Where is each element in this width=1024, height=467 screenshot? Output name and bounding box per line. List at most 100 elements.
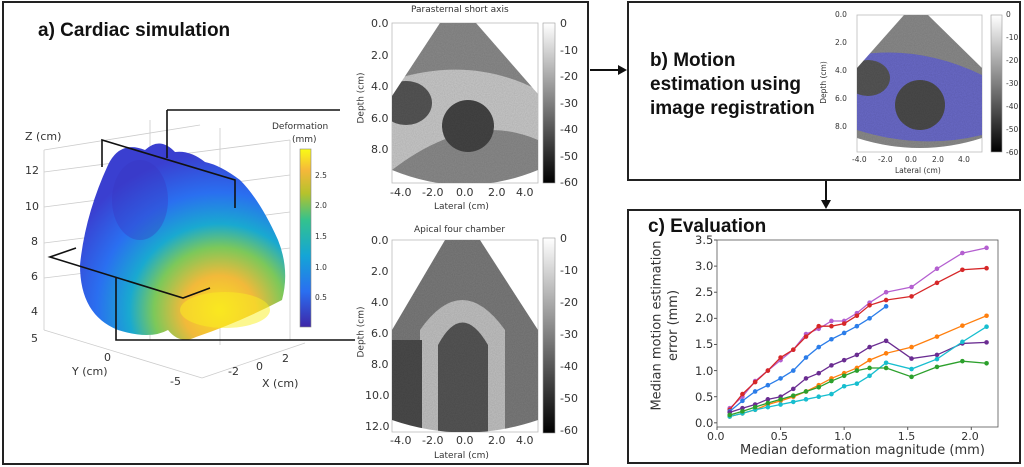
data-point — [740, 391, 745, 397]
data-point — [960, 358, 965, 364]
heart-z-tick: 8 — [31, 235, 38, 248]
view2-x-tick: -2.0 — [422, 434, 444, 447]
chart-y-tick: 1.0 — [695, 363, 714, 378]
panel-b-title-line3: image registration — [650, 98, 815, 119]
data-point — [883, 338, 889, 344]
series-blue — [727, 304, 889, 414]
chart-x-tick: 2.0 — [961, 430, 979, 443]
view2-y-tick: 6.0 — [371, 327, 389, 340]
heart-y-tick: 0 — [104, 351, 111, 364]
view2-y-tick: 12.0 — [365, 420, 390, 433]
panel-a-box — [2, 1, 589, 465]
panel-b-y-tick: 6.0 — [835, 94, 847, 103]
panel-c-title: c) Evaluation — [648, 216, 767, 237]
data-point — [854, 368, 860, 373]
data-point — [909, 366, 914, 372]
panel-c-box — [627, 209, 1021, 464]
data-point — [934, 334, 940, 339]
heart-z-tick: 12 — [25, 164, 39, 177]
heart-y-label: Y (cm) — [72, 365, 108, 378]
data-point — [883, 304, 889, 309]
view1-x-tick: -2.0 — [422, 186, 444, 199]
view2-colorbar-tick: -50 — [560, 392, 578, 405]
view2-y-tick: 10.0 — [365, 389, 390, 402]
data-point — [867, 302, 872, 308]
panel-b-x-tick: 2.0 — [932, 155, 944, 164]
chart-y-label-line2: error (mm) — [666, 289, 682, 362]
data-point — [816, 385, 822, 390]
view2-colorbar-tick: -30 — [560, 328, 578, 341]
data-point — [841, 330, 847, 336]
data-point — [829, 318, 834, 324]
heart-x-tick: -2 — [228, 365, 239, 378]
view2-colorbar-tick: -20 — [560, 296, 578, 309]
panel-b-y-tick: 2.0 — [835, 38, 847, 47]
view2-x-tick: 2.0 — [488, 434, 506, 447]
data-point — [765, 400, 771, 406]
panel-b-colorbar-tick: -20 — [1006, 56, 1019, 65]
view1-x-tick: 2.0 — [488, 186, 506, 199]
data-point — [867, 365, 872, 371]
data-point — [790, 347, 796, 352]
data-point — [790, 399, 796, 405]
data-point — [883, 351, 889, 356]
panel-b-y-tick: 4.0 — [835, 66, 847, 75]
view1-x-tick: 4.0 — [516, 186, 534, 199]
panel-b-box — [627, 1, 1021, 181]
data-point — [934, 356, 940, 362]
colorbar-unit: (mm) — [292, 135, 317, 145]
colorbar-tick: 0.5 — [315, 293, 327, 302]
data-point — [829, 336, 834, 342]
data-point — [883, 289, 889, 295]
colorbar-tick: 2.0 — [315, 201, 327, 210]
parasternal-short-axis-image — [391, 22, 556, 184]
data-point — [909, 284, 914, 290]
data-point — [816, 323, 822, 329]
view2-y-label: Depth (cm) — [356, 306, 367, 358]
chart-y-tick: 3.0 — [695, 259, 714, 274]
heart-x-tick: 2 — [282, 352, 289, 365]
data-point — [854, 323, 860, 329]
deformation-colorbar — [299, 148, 312, 328]
data-point — [765, 397, 771, 402]
data-point — [790, 386, 796, 392]
data-point — [752, 379, 758, 385]
view1-y-tick: 8.0 — [371, 143, 389, 156]
data-point — [883, 365, 889, 371]
heart-z-tick: 10 — [25, 200, 39, 213]
data-point — [909, 374, 914, 380]
data-point — [984, 340, 989, 345]
data-point — [854, 352, 860, 358]
panel-b-x-tick: 0.0 — [905, 155, 917, 164]
data-point — [829, 323, 834, 329]
chart-y-tick: 3.5 — [695, 233, 714, 247]
data-point — [816, 394, 822, 400]
data-point — [883, 360, 889, 366]
data-point — [829, 391, 834, 397]
heart-x-label: X (cm) — [262, 377, 299, 390]
heart-z-tick: 4 — [31, 305, 38, 318]
colorbar-title: Deformation — [272, 122, 329, 132]
panel-b-x-label: Lateral (cm) — [895, 166, 941, 175]
view1-title: Parasternal short axis — [411, 5, 509, 15]
chart-y-tick: 0.0 — [695, 415, 714, 430]
panel-a-title: a) Cardiac simulation — [38, 20, 231, 41]
chart-y-tick: 0.5 — [695, 389, 714, 404]
view2-y-tick: 8.0 — [371, 358, 389, 371]
panel-b-colorbar-tick: -60 — [1006, 148, 1019, 157]
panel-b-y-tick: 0.0 — [835, 10, 847, 19]
data-point — [778, 402, 783, 407]
data-point — [816, 344, 822, 350]
panel-b-colorbar-tick: -50 — [1006, 125, 1019, 134]
panel-b-y-tick: 8.0 — [835, 122, 847, 131]
series-line — [729, 305, 887, 412]
view1-colorbar-tick: -40 — [560, 123, 578, 136]
heart-y-tick: 5 — [31, 332, 38, 345]
data-point — [883, 297, 889, 303]
panel-b-colorbar-tick: -30 — [1006, 79, 1019, 88]
panel-b-y-label: Depth (cm) — [818, 61, 828, 104]
heart-mesh — [80, 143, 286, 340]
data-point — [803, 397, 809, 402]
heart-y-tick: -5 — [170, 375, 181, 388]
chart-y-tick: 2.0 — [695, 311, 714, 326]
